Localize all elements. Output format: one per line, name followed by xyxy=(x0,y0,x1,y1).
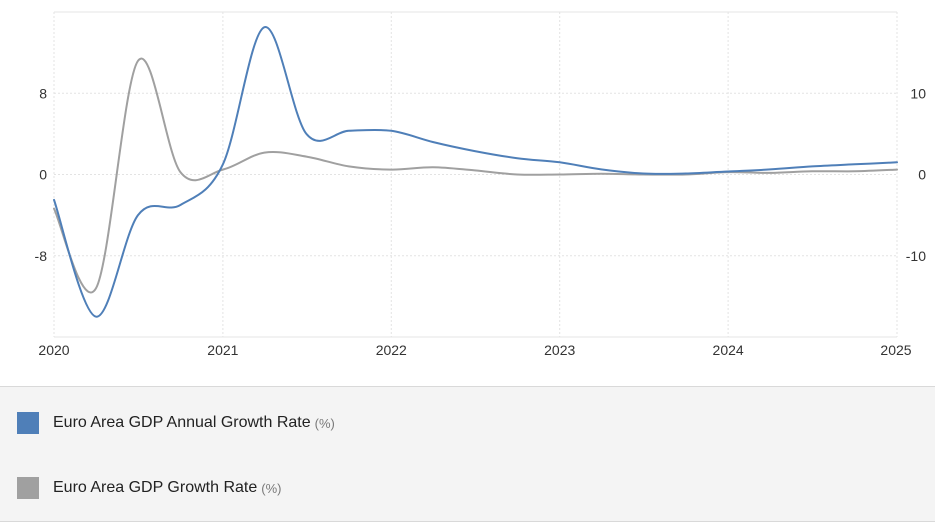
x-tick-label: 2021 xyxy=(207,342,238,358)
line-chart: 2020 2021 2022 2023 2024 2025 -8 0 8 -10 0 10 xyxy=(35,11,927,358)
y-right-tick-label: 0 xyxy=(918,167,926,183)
y-left-tick-label: -8 xyxy=(35,248,48,264)
chart-legend: Euro Area GDP Annual Growth Rate (%) Eur… xyxy=(0,386,935,522)
legend-label: Euro Area GDP Growth Rate xyxy=(53,479,258,496)
y-left-tick-label: 8 xyxy=(39,85,47,101)
legend-unit: (%) xyxy=(314,415,335,431)
series-line-1 xyxy=(53,57,898,294)
chart-plot: 2020 2021 2022 2023 2024 2025 -8 0 8 -10 0 10 xyxy=(35,11,927,358)
legend-item-annual-growth[interactable]: Euro Area GDP Annual Growth Rate (%) xyxy=(17,412,335,434)
x-tick-label: 2025 xyxy=(880,342,911,358)
series-line-0 xyxy=(53,26,898,318)
grid-lines xyxy=(53,11,898,338)
x-tick-label: 2023 xyxy=(544,342,575,358)
legend-label: Euro Area GDP Annual Growth Rate xyxy=(53,414,311,431)
legend-item-growth-rate[interactable]: Euro Area GDP Growth Rate (%) xyxy=(17,477,281,499)
x-tick-label: 2020 xyxy=(38,342,69,358)
legend-unit: (%) xyxy=(261,480,282,496)
y-left-tick-label: 0 xyxy=(39,167,47,183)
y-right-tick-label: -10 xyxy=(906,248,926,264)
axis-labels: 2020 2021 2022 2023 2024 2025 -8 0 8 -10 0 10 xyxy=(35,85,927,358)
legend-swatch xyxy=(17,412,39,434)
legend-swatch xyxy=(17,477,39,499)
series-lines xyxy=(53,26,898,318)
x-tick-label: 2024 xyxy=(713,342,744,358)
x-tick-label: 2022 xyxy=(376,342,407,358)
y-right-tick-label: 10 xyxy=(910,85,926,101)
